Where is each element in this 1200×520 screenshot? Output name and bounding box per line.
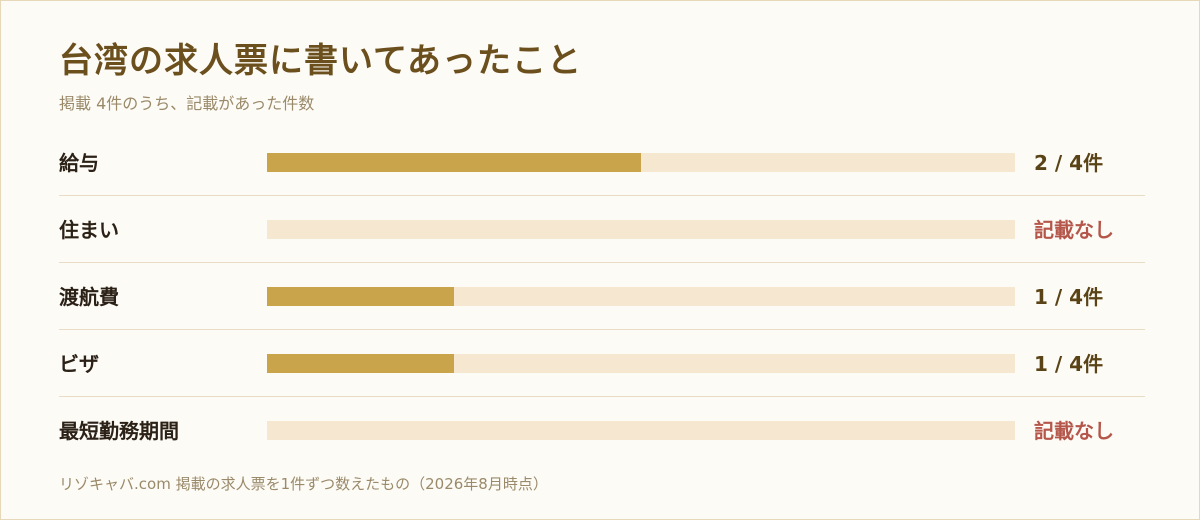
- bar-track: [267, 354, 1015, 373]
- bar-fill: [267, 354, 454, 373]
- bar-track: [267, 220, 1015, 239]
- bar-fill: [267, 153, 641, 172]
- bar-row: 最短勤務期間 記載なし: [59, 396, 1145, 463]
- bar-row: 住まい 記載なし: [59, 195, 1145, 262]
- value-label: 2 / 4件: [1034, 151, 1104, 175]
- chart-subtitle: 掲載 4件のうち、記載があった件数: [59, 94, 315, 113]
- value-label: 1 / 4件: [1034, 285, 1104, 309]
- category-label: 給与: [59, 151, 99, 175]
- source-footnote: リゾキャバ.com 掲載の求人票を1件ずつ数えたもの（2026年8月時点）: [59, 475, 548, 493]
- category-label: 住まい: [59, 218, 119, 242]
- value-label: 記載なし: [1034, 419, 1114, 443]
- category-label: 渡航費: [59, 285, 119, 309]
- bar-track: [267, 153, 1015, 172]
- category-label: ビザ: [59, 352, 99, 376]
- bar-track: [267, 421, 1015, 440]
- bar-fill: [267, 287, 454, 306]
- bar-rows: 給与 2 / 4件 住まい 記載なし 渡航費 1 / 4件 ビザ 1 / 4件 最短勤務期間 記載…: [59, 129, 1145, 463]
- bar-row: 給与 2 / 4件: [59, 129, 1145, 195]
- bar-row: 渡航費 1 / 4件: [59, 262, 1145, 329]
- value-label: 記載なし: [1034, 218, 1114, 242]
- category-label: 最短勤務期間: [59, 419, 179, 443]
- bar-row: ビザ 1 / 4件: [59, 329, 1145, 396]
- chart-title: 台湾の求人票に書いてあったこと: [59, 41, 582, 81]
- value-label: 1 / 4件: [1034, 352, 1104, 376]
- bar-track: [267, 287, 1015, 306]
